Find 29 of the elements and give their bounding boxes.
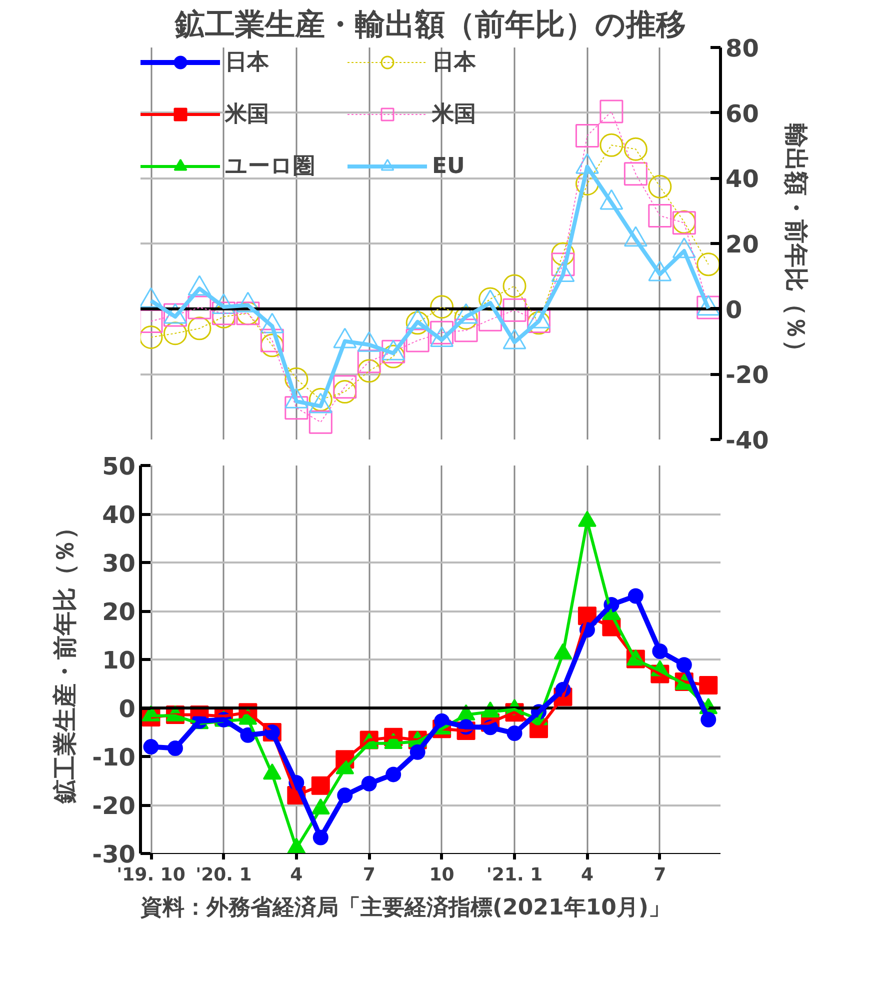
- legend-label: 米国: [432, 101, 477, 129]
- y-tick-label: 30: [102, 550, 136, 578]
- x-tick-label: 7: [654, 864, 666, 886]
- y2-axis-title: 輸出額・前年比（％）: [782, 122, 810, 364]
- y-tick-label: -20: [92, 792, 136, 820]
- chart-title: 鉱工業生産・輸出額（前年比）の推移: [174, 8, 686, 42]
- y-tick-label: 0: [118, 695, 136, 723]
- legend-label: 日本: [225, 49, 270, 77]
- y2-tick-label: 0: [726, 296, 742, 324]
- y-axis-title: 鉱工業生産・前年比（％）: [51, 516, 80, 804]
- y2-tick-label: 20: [726, 230, 759, 258]
- text: 資料：外務省経済局「主要経済指標(2021年10月)」: [140, 894, 670, 920]
- y-tick-label: 10: [102, 646, 136, 674]
- y2-tick-label: -40: [726, 426, 769, 454]
- x-tick-label: 7: [362, 864, 376, 886]
- y2-tick-label: 60: [726, 100, 759, 128]
- x-tick-label: 4: [290, 864, 303, 886]
- y2-tick-label: 40: [726, 165, 759, 194]
- y2-tick-label: -20: [726, 361, 769, 390]
- y-tick-label: 40: [102, 501, 136, 529]
- x-tick-label: '20. 1: [196, 864, 252, 886]
- x-tick-label: 4: [580, 864, 594, 886]
- legend-label: 米国: [225, 101, 270, 129]
- y-tick-label: 20: [102, 598, 136, 626]
- y2-tick-label: 80: [726, 34, 759, 62]
- x-tick-label: 10: [429, 864, 454, 886]
- y-tick-label: 50: [102, 452, 136, 480]
- y-tick-label: -10: [92, 744, 136, 772]
- x-tick-label: '21. 1: [486, 864, 543, 886]
